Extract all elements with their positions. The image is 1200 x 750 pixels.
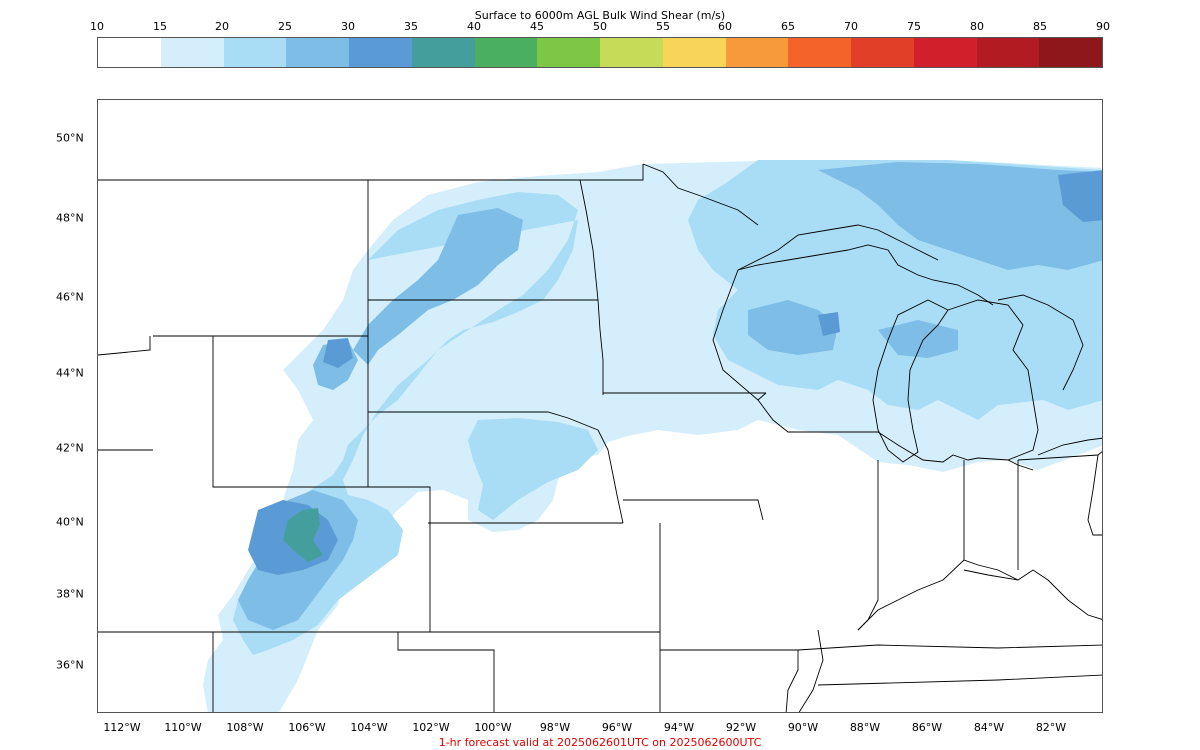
colorbar-segment-20-25 <box>223 38 287 67</box>
contour-30-35 <box>323 338 353 368</box>
colorbar-segment-75-80 <box>913 38 977 67</box>
contour-25-30 <box>878 320 958 358</box>
lat-label: 48°N <box>56 211 84 225</box>
colorbar-segment-70-75 <box>851 38 914 67</box>
lon-label: 86°W <box>911 721 943 734</box>
colorbar-tick: 55 <box>656 20 670 33</box>
colorbar-tick: 90 <box>1096 20 1110 33</box>
lon-label: 102°W <box>412 721 450 734</box>
colorbar-segment-80-85 <box>976 38 1040 67</box>
colorbar <box>97 37 1103 68</box>
colorbar-tick: 85 <box>1033 20 1047 33</box>
lon-label: 96°W <box>601 721 633 734</box>
lon-label: 106°W <box>288 721 326 734</box>
colorbar-segment-35-40 <box>411 38 475 67</box>
map-panel <box>97 99 1103 713</box>
lon-label: 90°W <box>787 721 819 734</box>
colorbar-segment-65-70 <box>788 38 851 67</box>
lat-label: 50°N <box>56 131 84 145</box>
lon-label: 82°W <box>1035 721 1067 734</box>
colorbar-tick: 30 <box>341 20 355 33</box>
lon-label: 104°W <box>350 721 388 734</box>
colorbar-segment-40-45 <box>474 38 538 67</box>
contour-30-35 <box>818 312 840 336</box>
lat-label: 36°N <box>56 658 84 672</box>
contour-30-35 <box>1058 170 1102 222</box>
colorbar-segment-60-65 <box>725 38 789 67</box>
colorbar-tick: 25 <box>278 20 292 33</box>
colorbar-segment-50-55 <box>600 38 663 67</box>
lat-label: 46°N <box>56 290 84 304</box>
lon-label: 92°W <box>725 721 757 734</box>
colorbar-segment-85-90 <box>1039 38 1102 67</box>
colorbar-tick: 50 <box>593 20 607 33</box>
lon-label: 94°W <box>663 721 695 734</box>
colorbar-segment-30-35 <box>349 38 412 67</box>
colorbar-segment-45-50 <box>537 38 600 67</box>
colorbar-segment-25-30 <box>286 38 349 67</box>
contour-25-30 <box>748 300 838 355</box>
lon-label: 88°W <box>849 721 881 734</box>
contour-35-40 <box>283 508 323 562</box>
shear-contours <box>203 160 1102 712</box>
colorbar-tick: 20 <box>215 20 229 33</box>
lon-label: 108°W <box>226 721 264 734</box>
contour-20-25 <box>468 418 598 520</box>
colorbar-tick: 80 <box>970 20 984 33</box>
lon-label: 100°W <box>474 721 512 734</box>
colorbar-segment-15-20 <box>160 38 224 67</box>
colorbar-tick: 65 <box>781 20 795 33</box>
lat-label: 42°N <box>56 441 84 455</box>
lat-label: 44°N <box>56 366 84 380</box>
colorbar-tick: 45 <box>530 20 544 33</box>
wind-shear-map <box>98 160 1102 712</box>
colorbar-tick: 60 <box>718 20 732 33</box>
lat-label: 40°N <box>56 515 84 529</box>
lat-label: 38°N <box>56 587 84 601</box>
colorbar-tick: 35 <box>404 20 418 33</box>
colorbar-tick: 15 <box>153 20 167 33</box>
state-borders <box>98 163 1102 712</box>
contour-25-30 <box>818 162 1102 270</box>
colorbar-tick: 75 <box>907 20 921 33</box>
lon-label: 84°W <box>973 721 1005 734</box>
colorbar-segment-10-15 <box>98 38 161 67</box>
contour-20-25 <box>233 160 1102 655</box>
colorbar-title: Surface to 6000m AGL Bulk Wind Shear (m/… <box>474 9 726 22</box>
colorbar-tick: 70 <box>844 20 858 33</box>
forecast-valid-footer: 1-hr forecast valid at 2025062601UTC on … <box>438 736 762 749</box>
colorbar-tick: 10 <box>90 20 104 33</box>
us-canada-border <box>642 163 759 226</box>
colorbar-segment-55-60 <box>662 38 726 67</box>
lon-label: 98°W <box>539 721 571 734</box>
contour-25-30 <box>353 208 523 365</box>
colorbar-tick: 40 <box>467 20 481 33</box>
lon-label: 112°W <box>103 721 141 734</box>
lon-label: 110°W <box>164 721 202 734</box>
us-canada-border <box>98 164 644 181</box>
